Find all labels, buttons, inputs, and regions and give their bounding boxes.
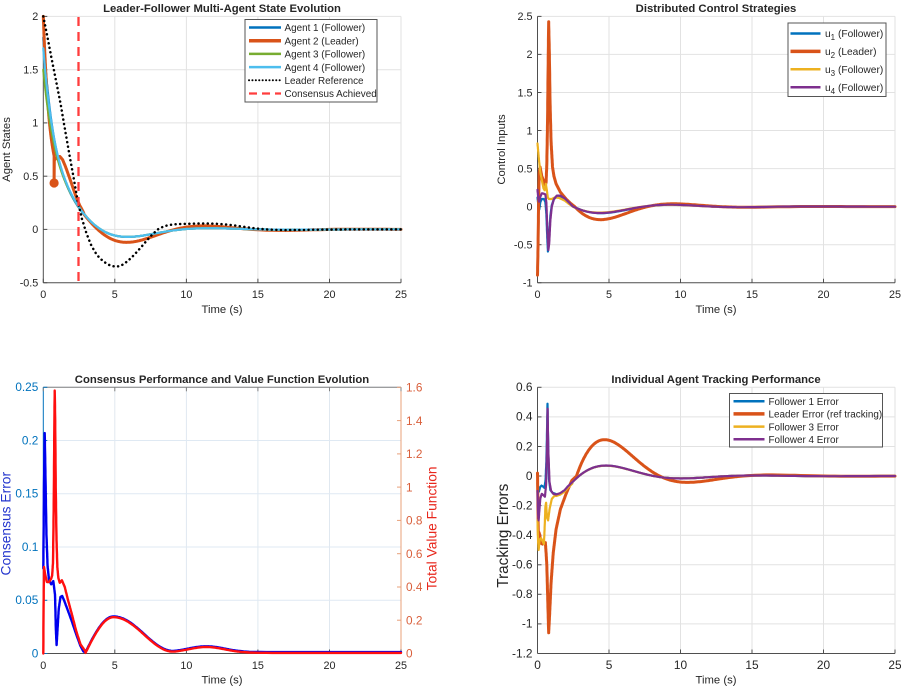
svg-text:10: 10 — [674, 289, 686, 301]
svg-text:20: 20 — [323, 289, 335, 301]
svg-text:-0.2: -0.2 — [512, 498, 533, 512]
svg-text:Leader Reference: Leader Reference — [285, 76, 365, 87]
svg-text:0.6: 0.6 — [406, 547, 423, 561]
svg-text:u3 (Follower): u3 (Follower) — [825, 65, 883, 78]
svg-text:0.2: 0.2 — [516, 439, 533, 453]
svg-text:10: 10 — [674, 658, 688, 672]
svg-text:0: 0 — [40, 660, 46, 672]
svg-text:10: 10 — [180, 660, 192, 672]
svg-text:0.05: 0.05 — [15, 593, 38, 607]
svg-text:Consensus Error: Consensus Error — [0, 472, 14, 576]
svg-text:Distributed Control Strategies: Distributed Control Strategies — [636, 3, 797, 15]
svg-text:0: 0 — [32, 224, 38, 236]
svg-text:0.2: 0.2 — [22, 433, 38, 447]
svg-text:Total Value Function: Total Value Function — [424, 466, 439, 590]
svg-text:Leader-Follower Multi-Agent St: Leader-Follower Multi-Agent State Evolut… — [103, 3, 341, 15]
svg-text:0.4: 0.4 — [406, 580, 423, 594]
svg-text:Tracking Errors: Tracking Errors — [495, 483, 512, 587]
svg-text:1: 1 — [406, 480, 413, 494]
svg-text:0: 0 — [526, 469, 533, 483]
svg-text:Agent 1 (Follower): Agent 1 (Follower) — [285, 23, 366, 34]
svg-text:-1: -1 — [522, 617, 533, 631]
svg-text:-1.2: -1.2 — [512, 646, 533, 660]
svg-text:-0.5: -0.5 — [20, 278, 39, 290]
svg-text:Time (s): Time (s) — [202, 304, 243, 316]
svg-text:5: 5 — [112, 660, 118, 672]
svg-text:0: 0 — [40, 289, 46, 301]
svg-text:Control Inputs: Control Inputs — [496, 114, 508, 185]
svg-text:1: 1 — [526, 125, 532, 137]
svg-text:20: 20 — [817, 658, 831, 672]
svg-text:u2 (Leader): u2 (Leader) — [825, 47, 876, 60]
svg-text:-1: -1 — [523, 278, 533, 290]
svg-text:Time (s): Time (s) — [696, 675, 737, 687]
svg-text:5: 5 — [112, 289, 118, 301]
svg-text:Follower 4 Error: Follower 4 Error — [769, 435, 840, 446]
svg-text:-0.8: -0.8 — [512, 587, 533, 601]
svg-text:5: 5 — [606, 289, 612, 301]
svg-text:Consensus Achieved: Consensus Achieved — [285, 89, 377, 100]
svg-text:1.2: 1.2 — [406, 447, 422, 461]
svg-text:0.2: 0.2 — [406, 613, 422, 627]
svg-text:1.5: 1.5 — [23, 65, 38, 77]
svg-text:0: 0 — [406, 647, 413, 661]
svg-text:1.6: 1.6 — [406, 381, 423, 395]
svg-text:15: 15 — [252, 289, 264, 301]
svg-text:0.4: 0.4 — [516, 410, 533, 424]
svg-text:Agent 4 (Follower): Agent 4 (Follower) — [285, 63, 366, 74]
svg-text:20: 20 — [817, 289, 829, 301]
svg-text:0: 0 — [526, 201, 532, 213]
svg-text:-0.5: -0.5 — [514, 240, 533, 252]
svg-text:25: 25 — [395, 660, 407, 672]
svg-text:2: 2 — [526, 49, 532, 61]
svg-text:-0.4: -0.4 — [512, 528, 533, 542]
svg-text:Individual Agent Tracking Perf: Individual Agent Tracking Performance — [611, 374, 820, 386]
svg-text:0.8: 0.8 — [406, 514, 423, 528]
svg-text:0: 0 — [534, 289, 540, 301]
svg-text:1: 1 — [32, 118, 38, 130]
svg-text:0.25: 0.25 — [15, 380, 38, 394]
svg-text:1.4: 1.4 — [406, 414, 423, 428]
svg-text:Agent States: Agent States — [1, 117, 13, 182]
svg-text:2.5: 2.5 — [517, 11, 532, 23]
svg-text:Time (s): Time (s) — [202, 675, 243, 687]
svg-text:0.5: 0.5 — [23, 171, 38, 183]
svg-text:Agent 3 (Follower): Agent 3 (Follower) — [285, 50, 366, 61]
svg-text:25: 25 — [888, 658, 901, 672]
svg-text:-0.6: -0.6 — [512, 558, 533, 572]
svg-text:0: 0 — [32, 646, 39, 660]
svg-text:5: 5 — [606, 658, 613, 672]
svg-text:0.15: 0.15 — [15, 487, 38, 501]
svg-text:0.5: 0.5 — [517, 163, 532, 175]
svg-text:Consensus Performance and Valu: Consensus Performance and Value Function… — [75, 374, 369, 386]
svg-text:15: 15 — [252, 660, 264, 672]
svg-text:25: 25 — [395, 289, 407, 301]
svg-text:0.1: 0.1 — [22, 540, 38, 554]
svg-text:Time (s): Time (s) — [696, 304, 737, 316]
svg-text:0: 0 — [534, 658, 541, 672]
svg-text:u4 (Follower): u4 (Follower) — [825, 83, 883, 96]
svg-text:25: 25 — [889, 289, 901, 301]
svg-text:1.5: 1.5 — [517, 87, 532, 99]
svg-text:15: 15 — [745, 658, 759, 672]
svg-text:10: 10 — [180, 289, 192, 301]
svg-text:Follower 3 Error: Follower 3 Error — [769, 422, 840, 433]
svg-text:15: 15 — [746, 289, 758, 301]
svg-text:Leader Error (ref tracking): Leader Error (ref tracking) — [769, 410, 883, 421]
svg-text:0.6: 0.6 — [516, 380, 533, 394]
svg-text:Follower 1 Error: Follower 1 Error — [769, 397, 840, 408]
svg-text:Agent 2 (Leader): Agent 2 (Leader) — [285, 36, 359, 47]
svg-text:2: 2 — [32, 11, 38, 23]
svg-text:20: 20 — [323, 660, 335, 672]
svg-text:u1 (Follower): u1 (Follower) — [825, 29, 883, 42]
